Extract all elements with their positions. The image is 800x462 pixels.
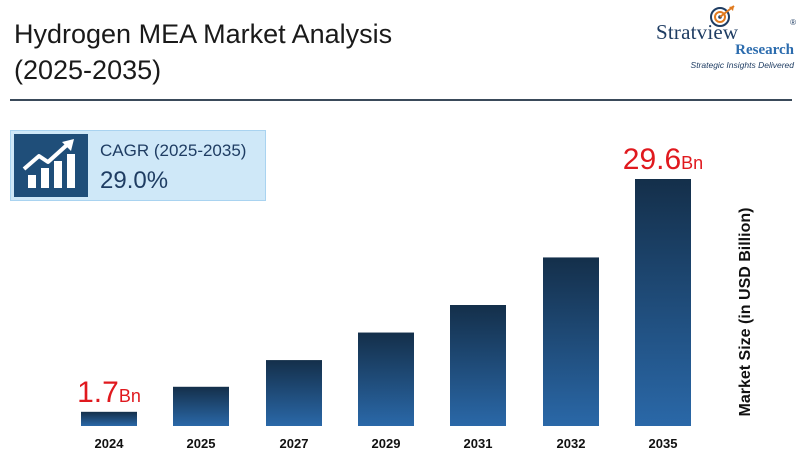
bar-2025	[173, 386, 229, 426]
x-tick-label-2032: 2032	[557, 436, 586, 451]
bar-2024	[81, 411, 137, 426]
data-label-2024: 1.7Bn	[77, 376, 141, 409]
x-tick-label-2027: 2027	[280, 436, 309, 451]
title-line-1: Hydrogen MEA Market Analysis	[14, 19, 393, 49]
x-tick-label-2024: 2024	[95, 436, 125, 451]
header-divider	[10, 99, 792, 101]
x-tick-label-2031: 2031	[464, 436, 493, 451]
stratview-logo: Stratview ® Research Strategic Insights …	[656, 4, 796, 74]
logo-name: Stratview	[656, 20, 739, 44]
x-tick-label-2025: 2025	[187, 436, 216, 451]
growth-chart-icon	[14, 134, 88, 197]
cagr-value: 29.0%	[100, 167, 169, 194]
bar-2029	[358, 332, 414, 426]
data-label-2035: 29.6Bn	[623, 143, 703, 176]
bar-2027	[266, 360, 322, 426]
target-arrow-icon	[710, 5, 735, 27]
bar-2032	[543, 257, 599, 426]
logo-tagline: Strategic Insights Delivered	[690, 60, 794, 70]
y-axis-label: Market Size (in USD Billion)	[737, 207, 754, 417]
x-tick-label-2035: 2035	[649, 436, 678, 451]
title-line-2: (2025-2035)	[14, 55, 162, 85]
cagr-label: CAGR (2025-2035)	[100, 141, 247, 160]
page-title: Hydrogen MEA Market Analysis (2025-2035)	[14, 16, 392, 88]
cagr-card: CAGR (2025-2035) 29.0%	[10, 130, 266, 201]
logo-registered-mark: ®	[790, 18, 796, 27]
bar-2031	[450, 305, 506, 426]
bar-2035	[635, 179, 691, 426]
x-tick-label-2029: 2029	[372, 436, 401, 451]
logo-research: Research	[735, 42, 794, 58]
